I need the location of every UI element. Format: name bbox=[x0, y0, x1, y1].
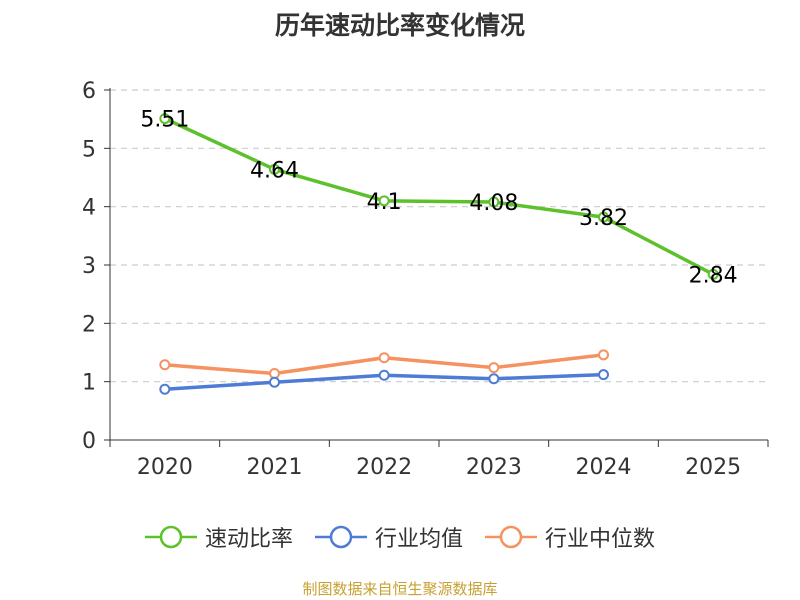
y-tick-label: 6 bbox=[82, 79, 96, 104]
data-point bbox=[598, 211, 609, 223]
y-tick-label: 0 bbox=[82, 429, 96, 454]
data-label: 4.08 bbox=[469, 191, 518, 216]
legend-marker-icon bbox=[314, 525, 367, 549]
data-point bbox=[269, 163, 280, 175]
data-label: 2.84 bbox=[689, 263, 738, 288]
data-point bbox=[488, 196, 500, 208]
data-point bbox=[598, 349, 609, 361]
x-tick-label: 2020 bbox=[137, 455, 193, 480]
y-tick-label: 2 bbox=[82, 312, 96, 337]
y-tick-label: 1 bbox=[82, 371, 96, 396]
legend-item[interactable]: 行业均值 bbox=[314, 521, 463, 553]
series-line bbox=[163, 116, 715, 277]
x-tick-label: 2022 bbox=[356, 455, 412, 480]
chart-legend: 速动比率 行业均值 行业中位数 bbox=[0, 520, 800, 554]
y-tick-label: 3 bbox=[82, 254, 96, 279]
data-point bbox=[378, 369, 390, 381]
legend-label: 行业中位数 bbox=[545, 527, 656, 552]
x-tick-label: 2023 bbox=[466, 455, 522, 480]
y-tick-label: 5 bbox=[82, 137, 96, 162]
data-point bbox=[159, 113, 171, 125]
x-tick-label: 2021 bbox=[247, 455, 303, 480]
x-tick-label: 2025 bbox=[685, 455, 741, 480]
legend-label: 行业均值 bbox=[374, 527, 463, 552]
data-point bbox=[598, 369, 609, 381]
data-source-note: 制图数据来自恒生聚源数据库 bbox=[302, 580, 498, 598]
data-label: 4.1 bbox=[367, 190, 402, 215]
data-point bbox=[488, 362, 500, 374]
legend-item[interactable]: 速动比率 bbox=[144, 521, 293, 553]
data-point bbox=[269, 368, 280, 379]
legend-marker-icon bbox=[144, 525, 197, 549]
x-tick-label: 2024 bbox=[576, 455, 632, 480]
y-tick-label: 4 bbox=[82, 196, 96, 221]
data-point bbox=[159, 359, 171, 371]
data-point bbox=[707, 268, 719, 280]
data-point bbox=[488, 373, 500, 385]
data-point bbox=[378, 195, 390, 207]
legend-item[interactable]: 行业中位数 bbox=[485, 521, 655, 553]
chart-title: 历年速动比率变化情况 bbox=[274, 11, 525, 40]
legend-label: 速动比率 bbox=[204, 527, 293, 552]
data-point bbox=[378, 352, 390, 364]
legend-marker-icon bbox=[485, 525, 537, 549]
data-label: 3.82 bbox=[579, 206, 628, 231]
data-label: 4.64 bbox=[250, 158, 299, 183]
data-label: 5.51 bbox=[140, 108, 189, 133]
data-point bbox=[159, 383, 171, 395]
data-point bbox=[269, 376, 280, 388]
